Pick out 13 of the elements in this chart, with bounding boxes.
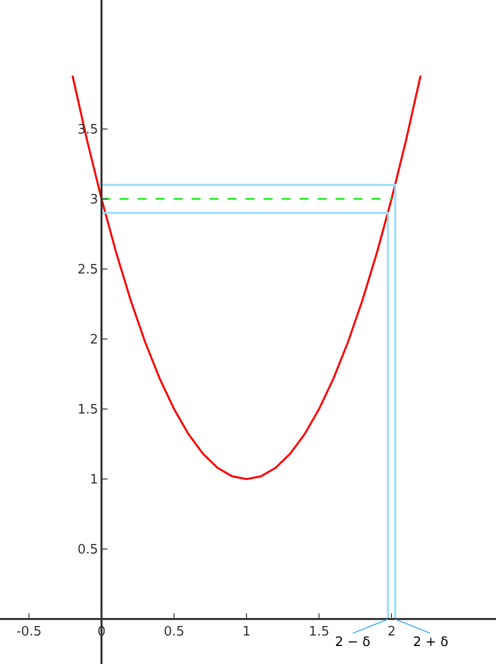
x-tick-label: 0.5: [164, 624, 184, 640]
x-tick-label: 1: [242, 624, 251, 640]
y-tick-label: 1.5: [77, 402, 98, 418]
annotation: 2 + δ: [413, 635, 448, 650]
y-tick-label: 1: [90, 472, 98, 488]
y-tick-label: 0.5: [77, 542, 98, 558]
y-tick-label: 3: [90, 192, 98, 208]
x-tick-label: 1.5: [308, 624, 330, 640]
x-tick-label: 2: [387, 624, 396, 640]
y-tick-label: 2.5: [77, 262, 98, 278]
annotation: 2 − δ: [335, 635, 370, 650]
y-tick-label: 2: [90, 332, 98, 348]
x-tick-label: -0.5: [16, 624, 42, 640]
